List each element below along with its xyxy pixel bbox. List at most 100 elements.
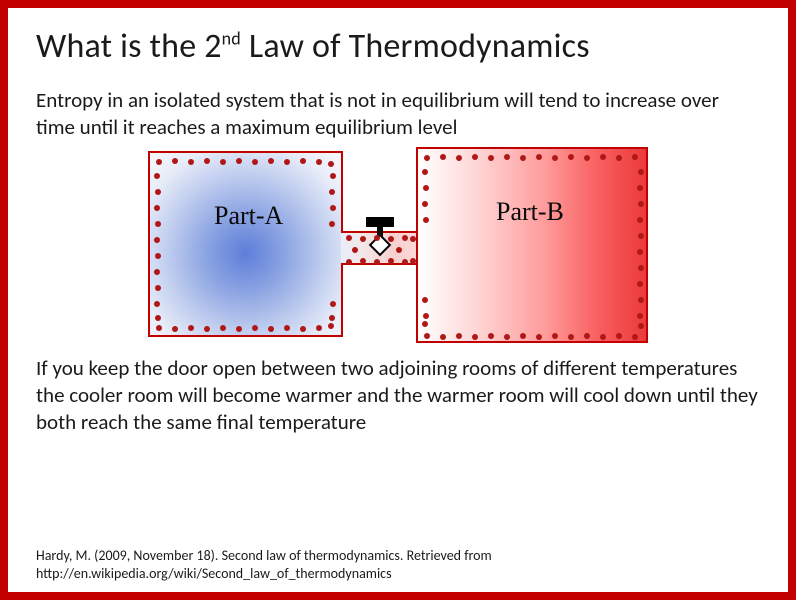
particle-dot <box>637 185 643 191</box>
particle-dot <box>188 325 194 331</box>
particle-dot <box>504 334 510 340</box>
thermo-diagram: Part-A Part-B <box>138 147 658 347</box>
particle-dot <box>316 325 322 331</box>
particle-dot <box>456 155 462 161</box>
particle-dot <box>154 301 160 307</box>
particle-dot <box>316 159 322 165</box>
particle-dot <box>284 325 290 331</box>
particle-dot <box>552 333 558 339</box>
particle-dot <box>638 297 644 303</box>
particle-dot <box>616 333 622 339</box>
particle-dot <box>422 321 428 327</box>
particle-dot <box>155 285 161 291</box>
particle-dot <box>520 333 526 339</box>
particle-dot <box>472 334 478 340</box>
particle-dot <box>388 258 394 264</box>
particle-dot <box>616 155 622 161</box>
particle-dot <box>584 333 590 339</box>
box-part-b: Part-B <box>416 147 648 343</box>
particle-dot <box>423 313 429 319</box>
particle-dot <box>346 235 352 241</box>
particle-dot <box>638 265 644 271</box>
particle-dot <box>236 326 242 332</box>
particle-dot <box>568 154 574 160</box>
particle-dot <box>252 325 258 331</box>
particle-dot <box>440 334 446 340</box>
particle-dot <box>637 281 643 287</box>
particle-dot <box>156 325 162 331</box>
particle-dot <box>220 159 226 165</box>
particle-dot <box>154 269 160 275</box>
particle-dot <box>252 159 258 165</box>
particle-dot <box>204 158 210 164</box>
particle-dot <box>268 158 274 164</box>
particle-dot <box>172 326 178 332</box>
particle-dot <box>422 201 428 207</box>
particle-dot <box>637 217 643 223</box>
particle-dot <box>536 154 542 160</box>
box-part-a: Part-A <box>148 151 343 337</box>
particle-dot <box>536 334 542 340</box>
citation-line-2: http://en.wikipedia.org/wiki/Second_law_… <box>36 565 760 583</box>
slide-title: What is the 2nd Law of Thermodynamics <box>36 26 760 67</box>
paragraph-top: Entropy in an isolated system that is no… <box>36 87 760 141</box>
particle-dot <box>584 155 590 161</box>
particle-dot <box>329 221 335 227</box>
particle-dot <box>637 313 643 319</box>
particle-dot <box>402 235 408 241</box>
particle-dot <box>638 323 644 329</box>
title-pre: What is the 2 <box>36 26 222 67</box>
particle-dot <box>300 158 306 164</box>
particle-dot <box>472 154 478 160</box>
particle-dot <box>236 158 242 164</box>
particle-dot <box>329 315 335 321</box>
particle-dot <box>204 326 210 332</box>
particle-dot <box>374 259 380 265</box>
particle-dot <box>300 326 306 332</box>
particle-dot <box>188 159 194 165</box>
slide-frame: What is the 2nd Law of Thermodynamics En… <box>0 0 796 600</box>
particle-dot <box>423 217 429 223</box>
particle-dot <box>284 159 290 165</box>
particle-dot <box>422 297 428 303</box>
particle-dot <box>172 158 178 164</box>
particle-dot <box>155 253 161 259</box>
particle-dot <box>632 154 638 160</box>
particle-dot <box>423 185 429 191</box>
title-post: Law of Thermodynamics <box>241 26 590 67</box>
particle-dot <box>329 189 335 195</box>
label-part-a: Part-A <box>214 201 283 231</box>
label-part-b: Part-B <box>496 197 564 227</box>
citation: Hardy, M. (2009, November 18). Second la… <box>36 547 760 582</box>
particle-dot <box>638 201 644 207</box>
valve-cap <box>366 217 394 227</box>
particle-dot <box>396 247 402 253</box>
particle-dot <box>156 159 162 165</box>
particle-dot <box>488 333 494 339</box>
particle-dot <box>154 205 160 211</box>
particle-dot <box>374 235 380 241</box>
particle-dot <box>330 301 336 307</box>
particle-dot <box>410 258 416 264</box>
particle-dot <box>456 333 462 339</box>
particle-dot <box>155 189 161 195</box>
particle-dot <box>330 205 336 211</box>
particle-dot <box>388 236 394 242</box>
particle-dot <box>600 154 606 160</box>
particle-dot <box>424 333 430 339</box>
particle-dot <box>424 155 430 161</box>
particle-dot <box>328 323 334 329</box>
particle-dot <box>346 259 352 265</box>
particle-dot <box>330 173 336 179</box>
particle-dot <box>360 258 366 264</box>
particle-dot <box>504 154 510 160</box>
citation-line-1: Hardy, M. (2009, November 18). Second la… <box>36 547 760 565</box>
particle-dot <box>632 334 638 340</box>
particle-dot <box>328 161 334 167</box>
particle-dot <box>600 334 606 340</box>
particle-dot <box>552 155 558 161</box>
title-sup: nd <box>222 28 241 50</box>
particle-dot <box>360 236 366 242</box>
particle-dot <box>638 233 644 239</box>
particle-dot <box>410 236 416 242</box>
